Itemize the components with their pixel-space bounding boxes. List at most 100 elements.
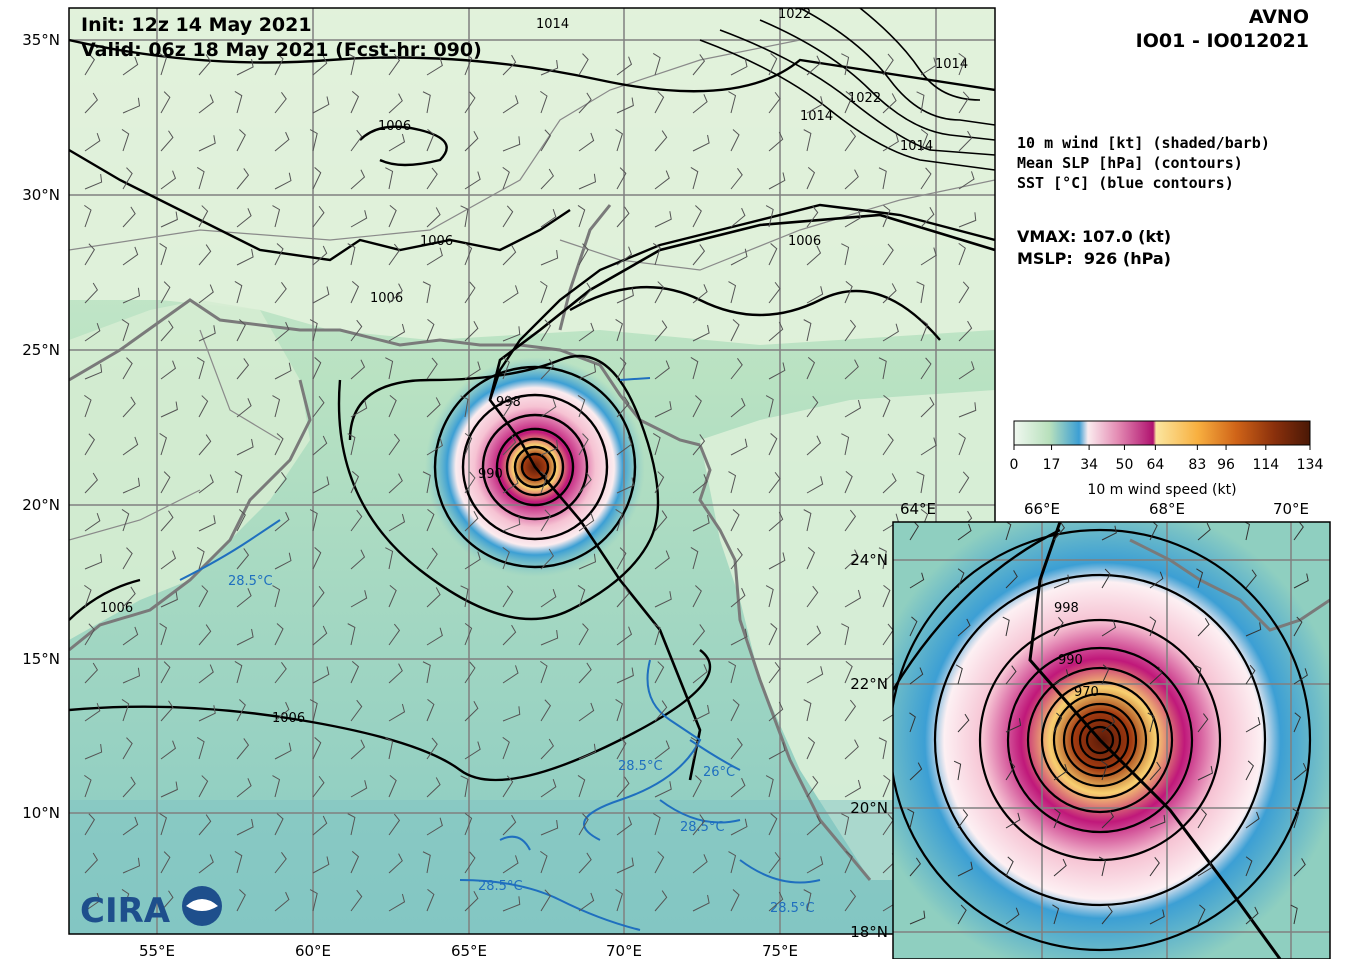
wind-barb bbox=[1005, 760, 1016, 781]
wind-barb bbox=[578, 363, 597, 380]
wind-barb bbox=[388, 703, 406, 722]
colorbar: 0 17 34 50 64 83 96 114 134 10 m wind speed (kt) bbox=[1010, 420, 1324, 498]
wind-barb bbox=[909, 910, 926, 925]
contour-label: 1014 bbox=[800, 109, 833, 124]
wind-barb bbox=[730, 58, 748, 76]
wind-barb bbox=[160, 510, 174, 532]
wind-barb bbox=[878, 357, 887, 380]
wind-barb bbox=[464, 812, 473, 836]
wind-barb bbox=[309, 509, 318, 532]
wind-barb bbox=[236, 248, 254, 266]
land-arabia bbox=[69, 300, 310, 640]
inset-map: 998 990 970 bbox=[893, 522, 1330, 959]
wind-barb bbox=[122, 436, 139, 456]
wind-barb bbox=[768, 243, 778, 266]
mslp-contours bbox=[69, 38, 995, 782]
wind-barb bbox=[844, 549, 859, 570]
land-north bbox=[69, 8, 995, 345]
inset-lon-tick-label: 64°E bbox=[900, 500, 936, 518]
wind-barb bbox=[274, 891, 290, 912]
wind-barb bbox=[460, 585, 469, 608]
wind-barb bbox=[616, 287, 634, 304]
wind-barb bbox=[1245, 664, 1256, 685]
wind-barb bbox=[730, 628, 748, 646]
wind-barb bbox=[502, 706, 521, 722]
wind-barb bbox=[1245, 622, 1262, 637]
wind-barb bbox=[84, 852, 98, 874]
lat-tick-label: 35°N bbox=[22, 31, 60, 49]
wind-barb bbox=[540, 358, 554, 380]
wind-barb bbox=[236, 58, 254, 76]
colorbar-tick-label: 96 bbox=[1217, 457, 1235, 473]
wind-barb bbox=[806, 55, 822, 76]
wind-barbs bbox=[84, 52, 977, 912]
wind-barb bbox=[540, 738, 554, 760]
wind-barb bbox=[654, 781, 672, 798]
wind-barb bbox=[198, 244, 212, 266]
cira-logo: CIRA bbox=[80, 886, 222, 931]
wind-barb bbox=[426, 207, 441, 228]
wind-barb bbox=[958, 52, 966, 76]
sst-label: 28.5°C bbox=[228, 574, 273, 589]
wind-barb bbox=[426, 247, 443, 266]
contour-label: 1022 bbox=[848, 91, 881, 106]
wind-barb bbox=[422, 661, 431, 684]
wind-barb bbox=[540, 90, 548, 114]
colorbar-tick-label: 134 bbox=[1297, 457, 1324, 473]
wind-barb bbox=[844, 91, 853, 114]
contour-label: 1006 bbox=[378, 119, 411, 134]
wind-barb bbox=[1005, 665, 1017, 685]
wind-barb bbox=[234, 91, 243, 114]
wind-barb bbox=[159, 53, 167, 76]
wind-barb bbox=[806, 245, 822, 266]
wind-barb bbox=[274, 282, 287, 304]
wind-barb bbox=[841, 243, 850, 266]
wind-barb bbox=[957, 618, 971, 637]
wind-barb bbox=[654, 360, 670, 380]
inset-wind-barbs bbox=[907, 522, 1309, 925]
lon-tick-label: 70°E bbox=[606, 942, 642, 959]
wind-barb bbox=[426, 357, 438, 380]
wind-barb bbox=[502, 166, 510, 190]
wind-barb bbox=[616, 56, 633, 76]
wind-barb bbox=[1245, 906, 1259, 925]
wind-barb bbox=[84, 204, 92, 228]
main-gridlines bbox=[69, 8, 995, 934]
wind-barb bbox=[422, 471, 431, 494]
wind-barb bbox=[806, 357, 816, 380]
wind-barb bbox=[1196, 568, 1204, 589]
wind-barb bbox=[464, 471, 476, 494]
wind-barb bbox=[844, 169, 859, 190]
wind-barb bbox=[464, 242, 473, 266]
wind-barb bbox=[540, 819, 559, 836]
wind-barb bbox=[198, 325, 216, 342]
wind-barb bbox=[616, 206, 630, 228]
wind-barb bbox=[198, 775, 209, 798]
wind-barb bbox=[958, 212, 977, 228]
colorbar-tick-label: 50 bbox=[1116, 457, 1134, 473]
wind-barb bbox=[160, 781, 178, 798]
wind-barb bbox=[844, 359, 859, 380]
wind-barb bbox=[692, 854, 708, 874]
wind-barb bbox=[957, 904, 967, 925]
wind-barb bbox=[909, 616, 918, 637]
wind-barb bbox=[312, 357, 322, 380]
wind-barb bbox=[84, 394, 92, 418]
wind-barb bbox=[426, 57, 443, 76]
wind-barb bbox=[347, 623, 356, 646]
wind-barb bbox=[1005, 812, 1021, 829]
dense-contours-himalaya bbox=[699, 8, 995, 171]
wind-barb bbox=[312, 666, 330, 684]
wind-barb bbox=[916, 91, 925, 114]
wind-barb bbox=[1149, 857, 1160, 877]
wind-barb bbox=[958, 361, 975, 380]
wind-barb bbox=[806, 737, 816, 760]
contour-label: 1022 bbox=[778, 7, 811, 22]
inset-lat-labels: 24°N 22°N 20°N 18°N bbox=[850, 551, 888, 941]
wind-barb bbox=[422, 851, 431, 874]
wind-barb bbox=[122, 626, 139, 646]
wind-barb bbox=[274, 53, 284, 76]
lat-tick-label: 10°N bbox=[22, 804, 60, 822]
wind-barb bbox=[615, 699, 623, 722]
wind-barb bbox=[350, 851, 360, 874]
